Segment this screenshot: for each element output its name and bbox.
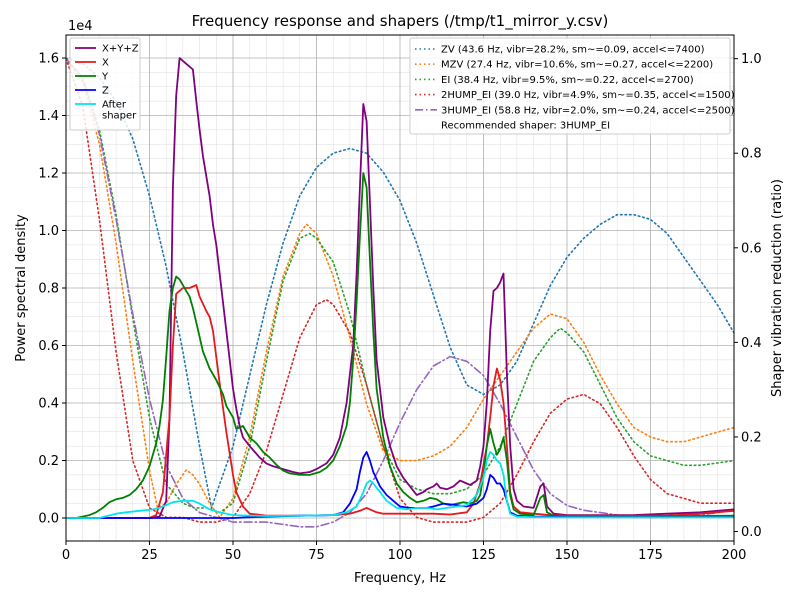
y-multiplier-label: 1e4 xyxy=(68,19,93,34)
shaper-legend-label: MZV (27.4 Hz, vibr=10.6%, sm~=0.27, acce… xyxy=(441,60,713,71)
psd-legend-label: Z xyxy=(102,86,109,97)
y2-axis-label: Shaper vibration reduction (ratio) xyxy=(770,179,785,397)
shaper-legend-label: EI (38.4 Hz, vibr=9.5%, sm~=0.22, accel<… xyxy=(441,75,694,86)
y2-tick-label: 1.0 xyxy=(741,52,762,67)
x-tick-label: 125 xyxy=(471,548,496,563)
x-tick-label: 200 xyxy=(722,548,747,563)
y-tick-label: 1.4 xyxy=(38,109,59,124)
psd-series-group xyxy=(66,57,734,519)
psd-line-x-y-z xyxy=(66,57,734,519)
psd-line-y xyxy=(66,172,734,519)
psd-legend-box xyxy=(69,37,141,131)
psd-legend-label: X+Y+Z xyxy=(102,44,139,55)
psd-line-after-shaper xyxy=(66,451,734,519)
x-axis-label: Frequency, Hz xyxy=(354,571,446,586)
x-tick-label: 50 xyxy=(225,548,242,563)
shaper-legend-label: ZV (43.6 Hz, vibr=28.2%, sm~=0.09, accel… xyxy=(441,45,705,56)
recommended-shaper-label: Recommended shaper: 3HUMP_EI xyxy=(441,121,610,132)
y-axis-ticks: 0.0 0.2 0.4 0.6 0.8 1.0 1.2 1.4 1.6 xyxy=(38,52,66,527)
x-tick-label: 100 xyxy=(388,548,413,563)
y2-tick-label: 0.4 xyxy=(741,336,762,351)
psd-legend-label: shaper xyxy=(102,111,137,122)
x-tick-label: 0 xyxy=(62,548,70,563)
y-tick-label: 1.0 xyxy=(38,224,59,239)
x-tick-label: 150 xyxy=(555,548,580,563)
y-axis-label: Power spectral density xyxy=(14,214,29,362)
y-tick-label: 0.0 xyxy=(38,512,59,527)
y-tick-label: 1.2 xyxy=(38,167,59,182)
y2-tick-label: 0.0 xyxy=(741,525,762,540)
psd-legend-label: Y xyxy=(101,72,109,83)
shaper-line-ei xyxy=(66,57,734,514)
shaper-legend: ZV (43.6 Hz, vibr=28.2%, sm~=0.09, accel… xyxy=(409,37,735,135)
shaper-legend-label: 3HUMP_EI (58.8 Hz, vibr=2.0%, sm~=0.24, … xyxy=(441,105,735,116)
x-tick-label: 175 xyxy=(638,548,663,563)
y-tick-label: 1.6 xyxy=(38,52,59,67)
shaper-line-zv xyxy=(66,57,734,512)
x-tick-label: 25 xyxy=(141,548,158,563)
y2-tick-label: 0.2 xyxy=(741,430,762,445)
shaper-legend-box xyxy=(409,37,731,135)
y-tick-label: 0.6 xyxy=(38,339,59,354)
shaper-line-mzv xyxy=(66,57,734,519)
y2-tick-label: 0.8 xyxy=(741,147,762,162)
shaper-legend-label: 2HUMP_EI (39.0 Hz, vibr=4.9%, sm~=0.35, … xyxy=(441,90,735,101)
y2-axis-ticks: 0.0 0.2 0.4 0.6 0.8 1.0 xyxy=(734,52,762,540)
psd-legend-label: After xyxy=(102,100,127,111)
chart-title: Frequency response and shapers (/tmp/t1_… xyxy=(192,12,609,31)
y-tick-label: 0.4 xyxy=(38,397,59,412)
y-tick-label: 0.8 xyxy=(38,282,59,297)
x-axis-ticks: 0 25 50 75 100 125 150 175 200 xyxy=(62,541,747,563)
psd-legend-label: X xyxy=(102,58,109,69)
x-tick-label: 75 xyxy=(308,548,325,563)
y2-tick-label: 0.6 xyxy=(741,241,762,256)
y-tick-label: 0.2 xyxy=(38,454,59,469)
